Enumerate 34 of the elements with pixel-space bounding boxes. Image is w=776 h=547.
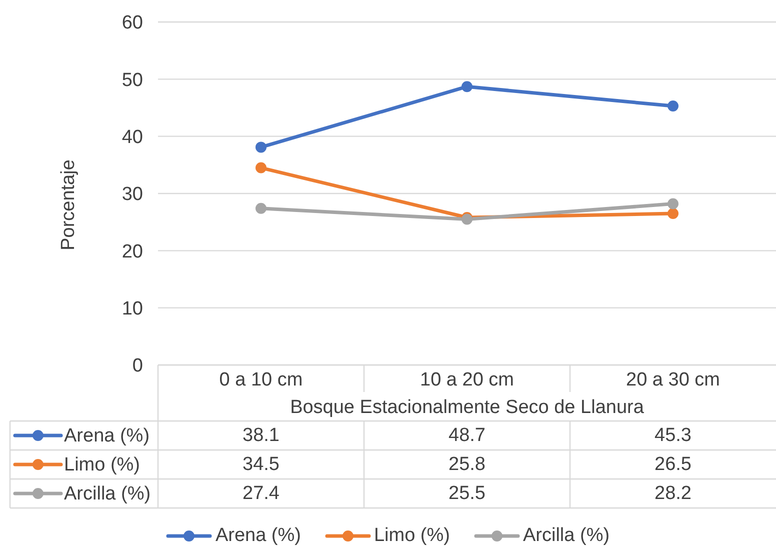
y-tick-label: 30 <box>122 184 143 206</box>
y-axis-title: Porcentaje <box>58 160 78 250</box>
y-tick-label: 10 <box>122 298 143 320</box>
point <box>256 142 266 153</box>
data-label: 26.5 <box>654 454 692 475</box>
point <box>256 162 266 174</box>
y-tick-label: 20 <box>122 241 143 262</box>
y-tick-label: 50 <box>122 70 143 91</box>
data-label: 25.5 <box>448 483 486 504</box>
data-label: 28.2 <box>654 483 692 504</box>
point <box>256 202 266 214</box>
text: Arcilla (%) <box>522 525 610 546</box>
point <box>668 198 678 210</box>
text: Arena (%) <box>215 525 301 546</box>
legend-label: Limo (%) <box>64 454 140 475</box>
y-tick-label: 60 <box>122 12 143 34</box>
x-tick-label: 20 a 30 cm <box>626 369 720 390</box>
data-label: 38.1 <box>242 425 280 446</box>
x-tick-label: 10 a 20 cm <box>420 369 514 390</box>
point <box>462 81 472 92</box>
text: Limo (%) <box>374 525 450 546</box>
point <box>668 100 678 112</box>
x-tick-label: 0 a 10 cm <box>219 369 303 390</box>
point <box>668 208 678 220</box>
data-label: 27.4 <box>242 483 280 504</box>
x-axis-title: Bosque Estacionalmente Seco de Llanura <box>290 396 644 418</box>
data-label: 25.8 <box>448 454 486 475</box>
data-label: 48.7 <box>448 425 486 446</box>
y-tick-label: 40 <box>122 127 143 148</box>
legend-label: Arcilla (%) <box>64 483 151 504</box>
data-label: 45.3 <box>654 425 692 446</box>
y-tick-label: 0 <box>132 356 143 377</box>
data-label: 34.5 <box>242 454 280 475</box>
legend-label: Arena (%) <box>64 425 150 446</box>
